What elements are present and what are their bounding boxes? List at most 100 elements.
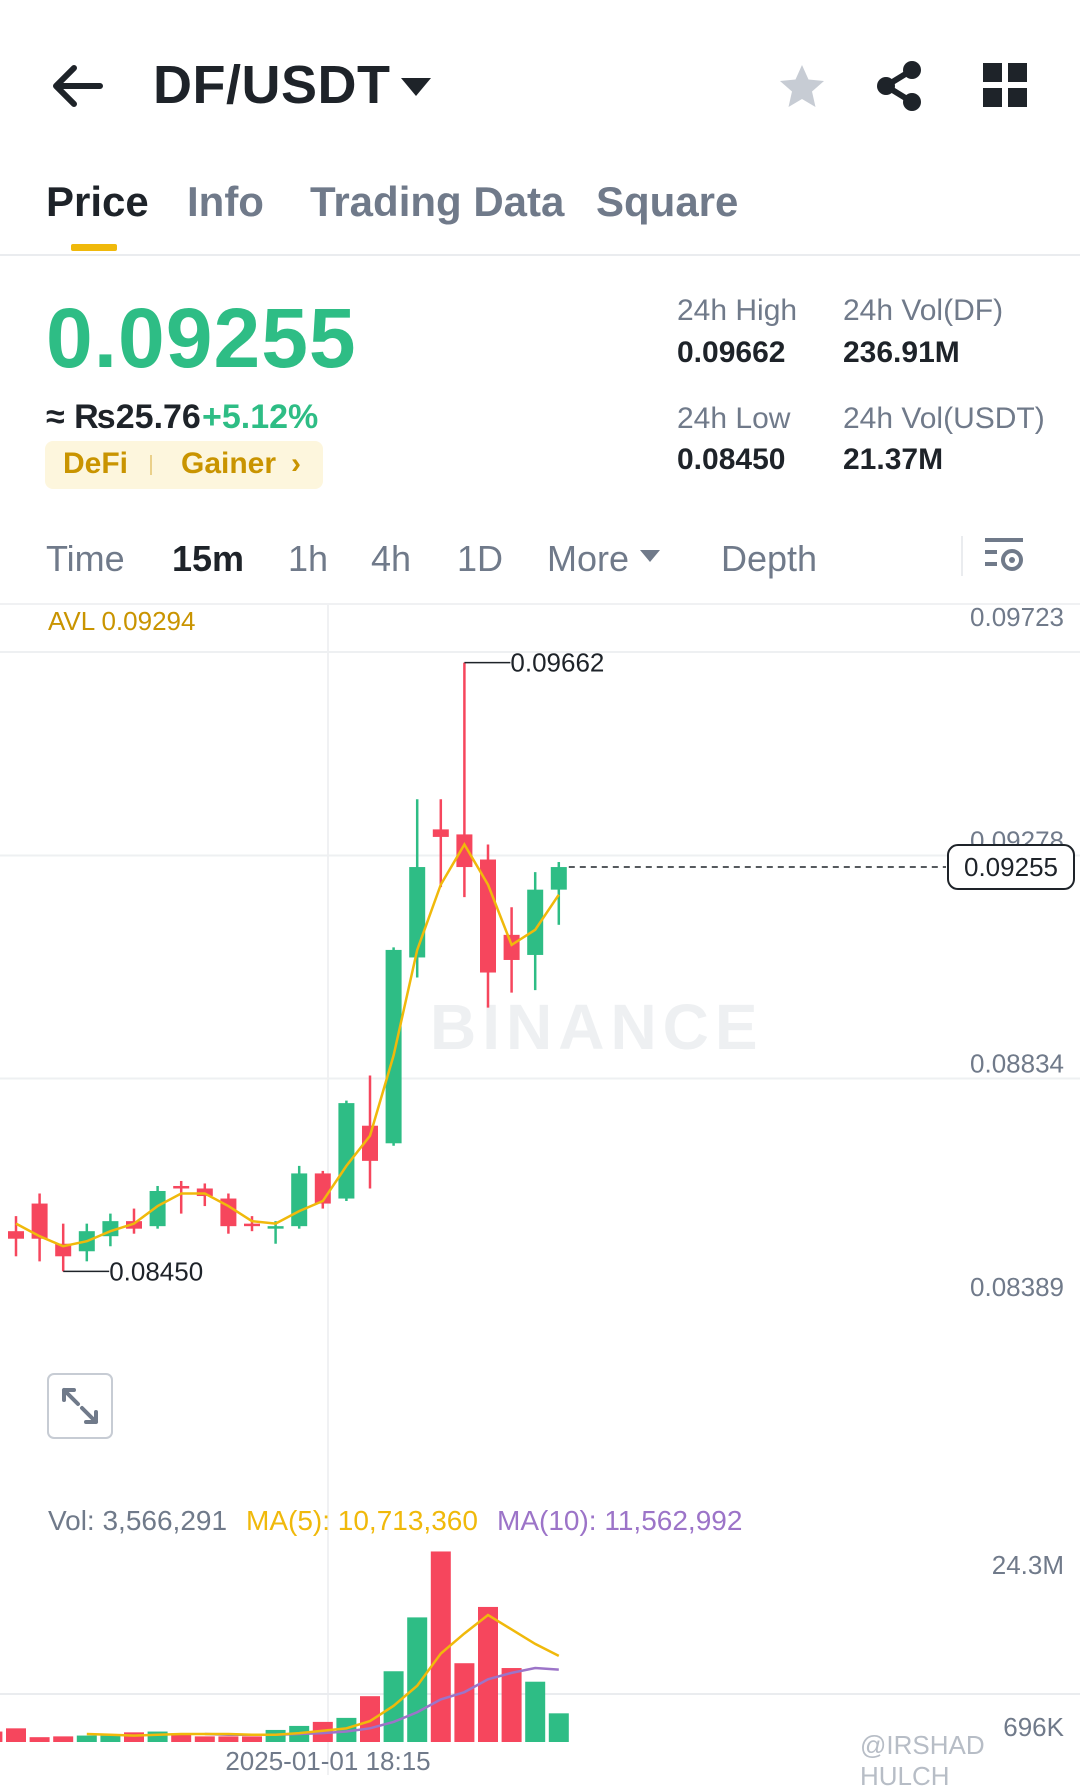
last-price-tag-label: 0.09255 xyxy=(964,852,1058,882)
toolbar-divider xyxy=(961,536,963,576)
candle-up[interactable] xyxy=(385,949,402,1144)
share-icon[interactable] xyxy=(874,60,924,112)
candle-down[interactable] xyxy=(31,1203,48,1239)
last-price: 0.09255 xyxy=(46,291,357,385)
volume-bar[interactable] xyxy=(454,1663,475,1742)
price-change-percent: +5.12% xyxy=(202,398,319,436)
candle-down[interactable] xyxy=(8,1231,24,1239)
volume-bar[interactable] xyxy=(124,1732,144,1742)
tag-gainer[interactable]: Gainer xyxy=(181,447,277,480)
volume-bar[interactable] xyxy=(0,1731,3,1742)
timeframe-1h[interactable]: 1h xyxy=(288,538,329,579)
chevron-right-icon[interactable]: › xyxy=(291,447,301,480)
volume-bar[interactable] xyxy=(501,1668,522,1742)
timeframe-15m[interactable]: 15m xyxy=(172,538,245,579)
candle-down[interactable] xyxy=(432,829,449,837)
volume-bar[interactable] xyxy=(478,1606,498,1742)
candle-up[interactable] xyxy=(267,1226,284,1229)
volume-y-tick-label: 24.3M xyxy=(992,1550,1064,1580)
tab-square[interactable]: Square xyxy=(596,178,739,225)
volume-bar[interactable] xyxy=(218,1736,239,1742)
candle-down[interactable] xyxy=(503,934,520,960)
vol-quote-value: 21.37M xyxy=(843,443,944,476)
timeframe-4h[interactable]: 4h xyxy=(371,538,412,579)
caret-down-icon[interactable] xyxy=(640,550,660,562)
volume-bar[interactable] xyxy=(525,1681,546,1742)
fullscreen-button[interactable] xyxy=(47,1373,113,1439)
volume-ma5-label: MA(5): 10,713,360 xyxy=(246,1505,478,1536)
high-label: 24h High xyxy=(677,294,798,327)
volume-bar[interactable] xyxy=(147,1731,168,1742)
volume-bar[interactable] xyxy=(194,1736,215,1742)
y-axis-tick-label: 0.08389 xyxy=(970,1272,1064,1302)
active-tab-indicator xyxy=(71,244,117,251)
volume-bar[interactable] xyxy=(53,1736,74,1742)
star-icon[interactable] xyxy=(777,62,827,112)
volume-y-tick-label: 696K xyxy=(1003,1712,1064,1742)
tag-divider xyxy=(150,455,152,475)
vol-quote-label: 24h Vol(USDT) xyxy=(843,402,1045,435)
expand-icon[interactable] xyxy=(62,1388,98,1424)
volume-bar[interactable] xyxy=(430,1551,451,1742)
category-tags[interactable]: DeFi Gainer › xyxy=(45,441,323,489)
candle-down[interactable] xyxy=(362,1125,378,1161)
tab-info[interactable]: Info xyxy=(187,178,264,225)
candle-down[interactable] xyxy=(196,1188,213,1197)
volume-label: Vol: 3,566,291 xyxy=(48,1505,228,1536)
grid-icon[interactable] xyxy=(983,63,1027,107)
tab-price[interactable]: Price xyxy=(46,178,149,225)
vol-base-value: 236.91M xyxy=(843,336,960,369)
candle-down[interactable] xyxy=(173,1185,190,1189)
volume-bar[interactable] xyxy=(100,1735,121,1742)
y-axis-tick-label: 0.08834 xyxy=(970,1048,1064,1078)
volume-ma10-label: MA(10): 11,562,992 xyxy=(497,1505,743,1536)
candle-down[interactable] xyxy=(480,859,496,973)
candle-down[interactable] xyxy=(456,834,473,868)
candle-up[interactable] xyxy=(291,1173,308,1227)
tab-trading-data[interactable]: Trading Data xyxy=(310,178,565,225)
x-axis-time-label: 2025-01-01 18:15 xyxy=(225,1746,430,1775)
tag-defi[interactable]: DeFi xyxy=(63,447,129,480)
timeframe-more[interactable]: More xyxy=(547,538,630,579)
page-tabs: Price Info Trading Data Square xyxy=(0,170,1080,256)
candle-down[interactable] xyxy=(244,1223,260,1227)
last-price-tag[interactable] xyxy=(947,844,1075,891)
caret-down-icon[interactable] xyxy=(401,78,431,96)
exchange-watermark: BINANCE xyxy=(430,991,764,1063)
vol-base-label: 24h Vol(DF) xyxy=(843,294,1004,327)
candle-up[interactable] xyxy=(527,889,544,955)
low-label: 24h Low xyxy=(677,402,791,435)
y-axis-tick-label: 0.09723 xyxy=(970,602,1064,632)
chart-settings-icon[interactable] xyxy=(983,536,1027,576)
candle-up[interactable] xyxy=(550,867,567,890)
candle-down[interactable] xyxy=(220,1198,237,1227)
volume-bar[interactable] xyxy=(360,1696,380,1742)
depth-tab[interactable]: Depth xyxy=(721,538,818,579)
timeframe-time[interactable]: Time xyxy=(46,538,125,579)
volume-bar[interactable] xyxy=(6,1728,26,1742)
candlestick-chart[interactable]: 0.097230.092780.088340.083890.096620.084… xyxy=(0,602,1080,1775)
low-marker-label: 0.08450 xyxy=(109,1256,203,1286)
high-marker-label: 0.09662 xyxy=(510,648,604,678)
timeframe-1d[interactable]: 1D xyxy=(457,538,504,579)
volume-ma5-line xyxy=(86,1613,560,1737)
candle-up[interactable] xyxy=(338,1103,355,1199)
candle-up[interactable] xyxy=(409,867,426,958)
candle-up[interactable] xyxy=(149,1191,166,1227)
trading-pair-title[interactable]: DF/USDT xyxy=(153,55,391,115)
volume-bar[interactable] xyxy=(171,1733,192,1742)
volume-bar[interactable] xyxy=(336,1717,357,1742)
candle-down[interactable] xyxy=(55,1243,72,1257)
volume-bar[interactable] xyxy=(242,1736,262,1742)
volume-bar[interactable] xyxy=(407,1617,428,1742)
credit-text: @IRSHAD HULCH xyxy=(860,1730,985,1791)
back-arrow-icon[interactable] xyxy=(48,60,104,112)
high-value: 0.09662 xyxy=(677,336,786,369)
volume-bar[interactable] xyxy=(29,1737,50,1742)
top-bar: DF/USDT xyxy=(0,0,1080,140)
fiat-price: ≈ ₨25.76 xyxy=(46,398,201,436)
volume-bar[interactable] xyxy=(548,1713,569,1742)
volume-bar[interactable] xyxy=(76,1735,97,1742)
low-value: 0.08450 xyxy=(677,443,786,476)
price-ma-line xyxy=(15,841,560,1248)
